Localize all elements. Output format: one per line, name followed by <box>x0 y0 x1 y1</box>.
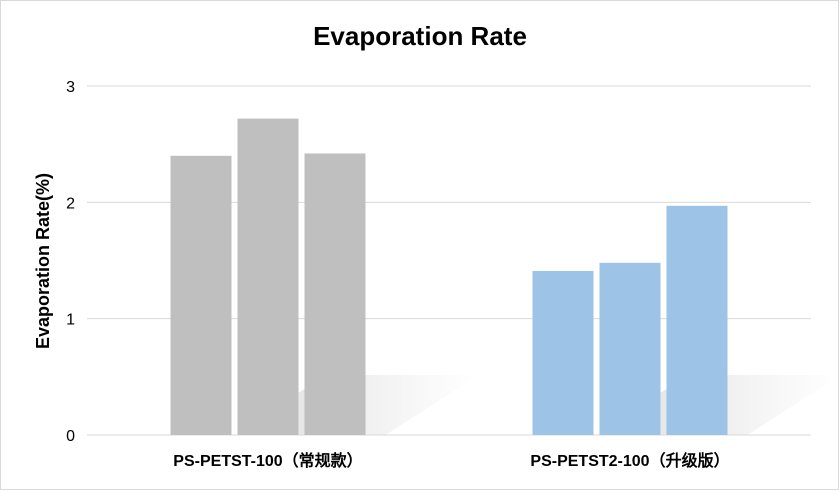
bar <box>237 118 299 435</box>
y-tick-label: 3 <box>66 79 75 96</box>
x-category-labels: PS-PETST-100（常规款） PS-PETST2-100（升级版） <box>173 451 729 470</box>
chart-title: Evaporation Rate <box>313 21 527 51</box>
bar <box>599 262 661 435</box>
y-tick-label: 1 <box>66 312 75 329</box>
x-category-label: PS-PETST-100（常规款） <box>173 451 362 470</box>
bar <box>304 153 366 435</box>
bar <box>170 155 232 436</box>
x-category-label: PS-PETST2-100（升级版） <box>530 451 729 470</box>
bars <box>170 118 728 436</box>
y-axis-label: Evaporation Rate(%) <box>33 173 53 349</box>
y-tick-labels: 0 1 2 3 <box>66 79 75 445</box>
y-tick-label: 0 <box>66 428 75 445</box>
bar <box>532 270 594 435</box>
y-tick-label: 2 <box>66 195 75 212</box>
bar <box>666 205 728 435</box>
